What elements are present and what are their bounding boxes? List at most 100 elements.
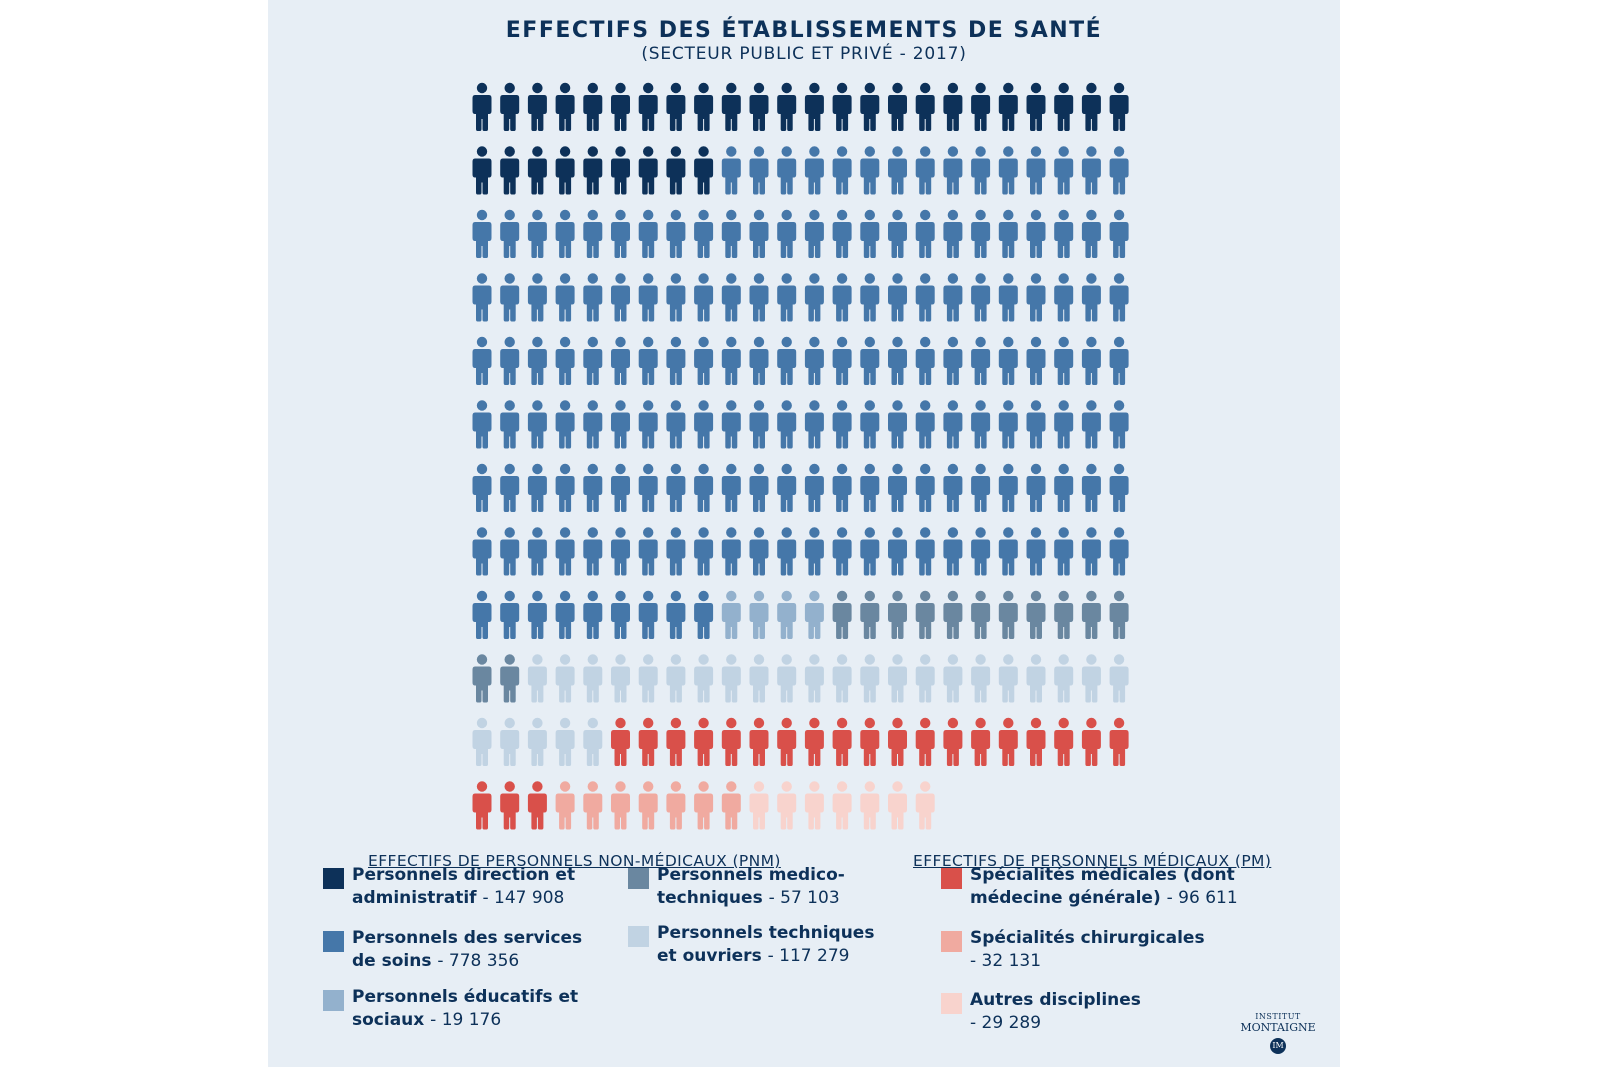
person-icon-cat6 bbox=[694, 781, 714, 830]
legend-swatch bbox=[941, 993, 962, 1014]
person-icon-cat1 bbox=[832, 146, 852, 195]
person-icon-cat0 bbox=[804, 82, 824, 131]
person-icon-cat5 bbox=[527, 781, 547, 830]
legend-value: - 117 279 bbox=[767, 946, 850, 966]
person-icon-cat1 bbox=[998, 209, 1018, 258]
person-icon-cat1 bbox=[1026, 400, 1046, 449]
person-icon-cat1 bbox=[721, 273, 741, 322]
person-icon-cat1 bbox=[749, 273, 769, 322]
legend-swatch bbox=[628, 926, 649, 947]
legend-text: Autres disciplines - 29 289 bbox=[970, 990, 1141, 1033]
person-icon-cat5 bbox=[971, 717, 991, 766]
person-icon-cat0 bbox=[472, 82, 492, 131]
legend-text: Spécialités chirurgicales - 32 131 bbox=[970, 928, 1205, 971]
person-icon-cat0 bbox=[638, 146, 658, 195]
person-icon-cat1 bbox=[721, 209, 741, 258]
person-icon-cat1 bbox=[860, 463, 880, 512]
person-icon-cat0 bbox=[666, 82, 686, 131]
person-icon-cat1 bbox=[583, 336, 603, 385]
person-icon-cat0 bbox=[832, 82, 852, 131]
person-icon-cat0 bbox=[611, 146, 630, 195]
person-icon-cat3 bbox=[943, 590, 963, 639]
person-icon-cat0 bbox=[1026, 82, 1046, 131]
person-icon-cat1 bbox=[583, 209, 603, 258]
person-icon-cat1 bbox=[638, 400, 658, 449]
person-icon-cat1 bbox=[971, 527, 991, 576]
person-icon-cat1 bbox=[666, 527, 686, 576]
person-icon-cat1 bbox=[1081, 273, 1101, 322]
person-icon-cat1 bbox=[1081, 336, 1101, 385]
person-icon-cat5 bbox=[1026, 717, 1046, 766]
person-icon-cat1 bbox=[472, 209, 492, 258]
person-icon-cat1 bbox=[666, 463, 686, 512]
person-icon-cat1 bbox=[638, 273, 658, 322]
person-icon-cat1 bbox=[527, 336, 547, 385]
person-icon-cat1 bbox=[500, 273, 520, 322]
person-icon-cat1 bbox=[971, 209, 991, 258]
legend-swatch bbox=[323, 990, 344, 1011]
person-icon-cat4 bbox=[832, 654, 852, 703]
person-icon-cat7 bbox=[832, 781, 852, 830]
person-icon-cat1 bbox=[860, 336, 880, 385]
person-icon-cat1 bbox=[777, 527, 797, 576]
person-icon-cat1 bbox=[611, 273, 630, 322]
person-icon-cat0 bbox=[583, 82, 603, 131]
person-icon-cat1 bbox=[971, 336, 991, 385]
person-icon-cat1 bbox=[527, 273, 547, 322]
person-icon-cat1 bbox=[749, 209, 769, 258]
person-icon-cat0 bbox=[694, 146, 714, 195]
person-icon-cat2 bbox=[721, 590, 741, 639]
person-icon-cat1 bbox=[888, 336, 907, 385]
person-icon-cat5 bbox=[943, 717, 963, 766]
person-icon-cat1 bbox=[694, 527, 714, 576]
person-icon-cat1 bbox=[777, 336, 797, 385]
person-icon-cat1 bbox=[1081, 527, 1101, 576]
person-icon-cat3 bbox=[888, 590, 907, 639]
person-icon-cat0 bbox=[943, 82, 963, 131]
person-icon-cat1 bbox=[1109, 273, 1129, 322]
person-icon-cat0 bbox=[500, 82, 520, 131]
person-icon-cat1 bbox=[915, 146, 935, 195]
person-icon-cat1 bbox=[860, 400, 880, 449]
person-icon-cat1 bbox=[500, 336, 520, 385]
person-icon-cat1 bbox=[832, 400, 852, 449]
person-icon-cat4 bbox=[611, 654, 630, 703]
person-icon-cat1 bbox=[694, 463, 714, 512]
person-icon-cat5 bbox=[472, 781, 492, 830]
person-icon-cat1 bbox=[749, 146, 769, 195]
person-icon-cat1 bbox=[1054, 336, 1074, 385]
person-icon-cat4 bbox=[1026, 654, 1046, 703]
legend-value: - 96 611 bbox=[1166, 888, 1238, 908]
person-icon-cat4 bbox=[555, 717, 575, 766]
person-icon-cat5 bbox=[1054, 717, 1074, 766]
person-icon-cat1 bbox=[638, 209, 658, 258]
person-icon-cat1 bbox=[583, 400, 603, 449]
person-icon-cat1 bbox=[888, 400, 907, 449]
person-icon-cat1 bbox=[804, 400, 824, 449]
person-icon-cat0 bbox=[527, 146, 547, 195]
person-icon-cat3 bbox=[472, 654, 492, 703]
person-icon-cat1 bbox=[555, 273, 575, 322]
person-icon-cat1 bbox=[860, 209, 880, 258]
person-icon-cat1 bbox=[1109, 400, 1129, 449]
person-icon-cat1 bbox=[915, 400, 935, 449]
person-icon-cat1 bbox=[500, 590, 520, 639]
person-icon-cat3 bbox=[998, 590, 1018, 639]
person-icon-cat1 bbox=[777, 400, 797, 449]
person-icon-cat1 bbox=[694, 336, 714, 385]
institut-montaigne-logo: INSTITUT MONTAIGNE IM bbox=[1238, 1012, 1318, 1054]
person-icon-cat1 bbox=[555, 400, 575, 449]
legend-swatch bbox=[628, 868, 649, 889]
person-icon-cat1 bbox=[472, 527, 492, 576]
person-icon-cat1 bbox=[721, 527, 741, 576]
person-icon-cat1 bbox=[749, 463, 769, 512]
person-icon-cat1 bbox=[777, 463, 797, 512]
person-icon-cat1 bbox=[998, 146, 1018, 195]
person-icon-cat5 bbox=[611, 717, 630, 766]
person-icon-cat7 bbox=[860, 781, 880, 830]
person-icon-cat1 bbox=[832, 209, 852, 258]
person-icon-cat1 bbox=[721, 400, 741, 449]
person-icon-cat5 bbox=[1081, 717, 1101, 766]
person-icon-cat0 bbox=[472, 146, 492, 195]
person-icon-cat5 bbox=[721, 717, 741, 766]
